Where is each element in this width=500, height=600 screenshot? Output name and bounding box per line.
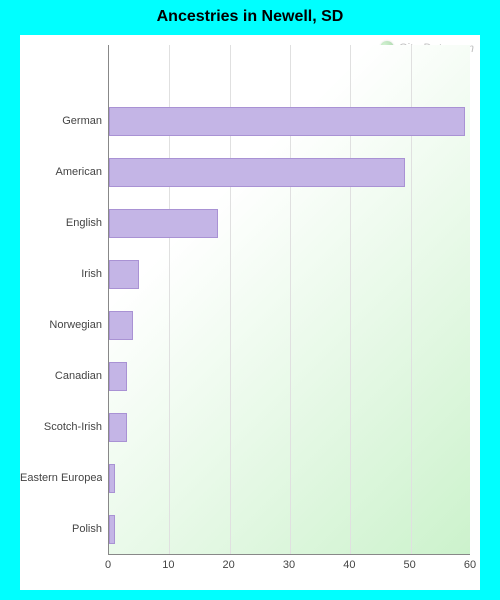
y-category-label: American <box>20 166 102 178</box>
y-category-label: English <box>20 217 102 229</box>
bar <box>109 209 218 239</box>
bar <box>109 413 127 443</box>
bar <box>109 362 127 392</box>
y-category-label: Scotch-Irish <box>20 421 102 433</box>
x-tick-label: 50 <box>404 559 416 571</box>
bar <box>109 515 115 545</box>
y-category-label: Polish <box>20 523 102 535</box>
chart-title: Ancestries in Newell, SD <box>0 8 500 26</box>
x-tick-label: 20 <box>223 559 235 571</box>
x-tick-label: 0 <box>105 559 111 571</box>
bar <box>109 464 115 494</box>
x-tick-label: 60 <box>464 559 476 571</box>
bar <box>109 158 405 188</box>
x-tick-label: 30 <box>283 559 295 571</box>
y-category-label: Canadian <box>20 370 102 382</box>
y-category-label: Norwegian <box>20 319 102 331</box>
bar <box>109 260 139 290</box>
plot-region <box>108 45 470 555</box>
bar <box>109 311 133 341</box>
bar <box>109 107 465 137</box>
x-tick-label: 40 <box>343 559 355 571</box>
page-container: Ancestries in Newell, SD City-Data.com 0… <box>0 0 500 600</box>
y-category-label: Eastern European <box>20 472 102 484</box>
y-category-label: Irish <box>20 268 102 280</box>
y-category-label: German <box>20 115 102 127</box>
x-tick-label: 10 <box>162 559 174 571</box>
chart-area: City-Data.com 0102030405060GermanAmerica… <box>20 35 480 590</box>
